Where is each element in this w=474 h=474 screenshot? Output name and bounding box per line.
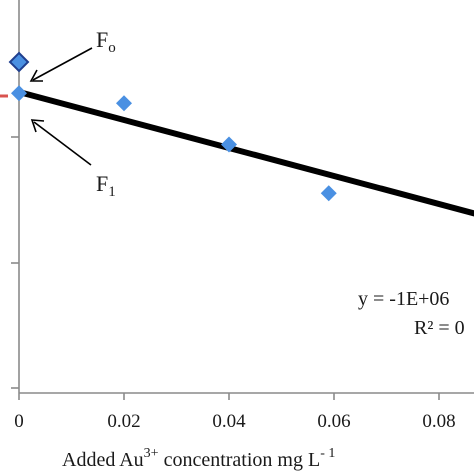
y-tick-marks (11, 136, 19, 389)
f0-label: Fo (96, 27, 116, 56)
x-tick-label: 0.08 (422, 411, 455, 432)
r-squared: R² = 0 (414, 317, 465, 339)
f0-arrow-shaft (32, 47, 93, 81)
f1-arrow-shaft (33, 121, 92, 166)
data-point (221, 136, 237, 153)
x-tick-label: 0.02 (107, 411, 140, 432)
regression-equation: y = -1E+06 (358, 288, 449, 310)
x-tick-label: 0.06 (317, 411, 350, 432)
data-point (8, 51, 30, 73)
data-point (11, 85, 27, 102)
x-axis-title: Added Au3+ concentration mg L- 1 (62, 446, 335, 471)
x-tick-labels: 0 0.02 0.04 0.06 0.08 (14, 411, 455, 432)
data-point (116, 95, 132, 112)
trend-line (18, 89, 474, 217)
x-tick-label: 0.04 (212, 411, 246, 432)
data-point (320, 185, 337, 202)
f0-arrow-head (29, 69, 43, 82)
f1-arrow-head (30, 119, 45, 133)
x-tick-marks (18, 393, 440, 400)
data-points (8, 51, 337, 202)
f1-label: F1 (96, 171, 116, 200)
x-tick-label: 0 (14, 411, 24, 432)
